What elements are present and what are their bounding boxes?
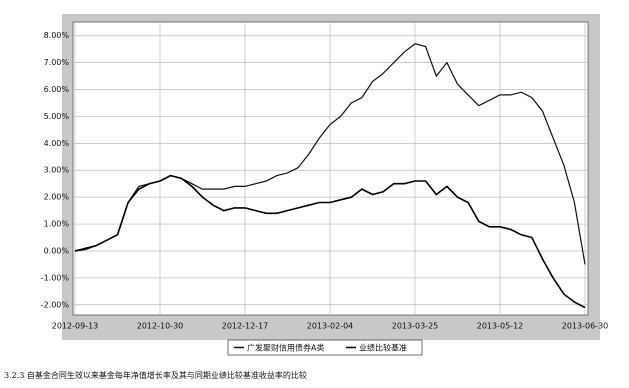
y-tick-label: 6.00% [44, 85, 70, 94]
x-tick-label: 2012-12-17 [222, 322, 269, 331]
y-tick-label: 0.00% [44, 246, 70, 255]
y-tick-label: 5.00% [44, 112, 70, 121]
y-tick-label: 7.00% [44, 58, 70, 67]
caption: 3.2.3 自基金合同生效以来基金每年净值增长率及其与同期业绩比较基准收益率的比… [4, 370, 307, 380]
series-line [74, 174, 586, 309]
x-tick-label: 2013-06-30 [562, 322, 609, 331]
legend: 广发聚财信用债券A类 业绩比较基准 [227, 339, 423, 356]
x-tick-label: 2013-02-04 [307, 322, 354, 331]
y-tick-label: 3.00% [44, 166, 70, 175]
x-tick-label: 2013-05-12 [477, 322, 524, 331]
y-tick-label: 4.00% [44, 139, 70, 148]
x-tick-label: 2013-03-25 [392, 322, 439, 331]
y-tick-label: 2.00% [44, 193, 70, 202]
x-tick-label: 2012-09-13 [52, 322, 99, 331]
legend-box [227, 339, 423, 356]
plot-area [72, 21, 589, 316]
x-tick-label: 2012-10-30 [137, 322, 184, 331]
y-tick-label: -1.00% [41, 273, 70, 282]
y-tick-label: 8.00% [44, 31, 70, 40]
legend-label: 广发聚财信用债券A类 [247, 343, 324, 353]
y-tick-label: -2.00% [41, 300, 70, 309]
y-tick-label: 1.00% [44, 220, 70, 229]
legend-label: 业绩比较基准 [359, 343, 407, 353]
